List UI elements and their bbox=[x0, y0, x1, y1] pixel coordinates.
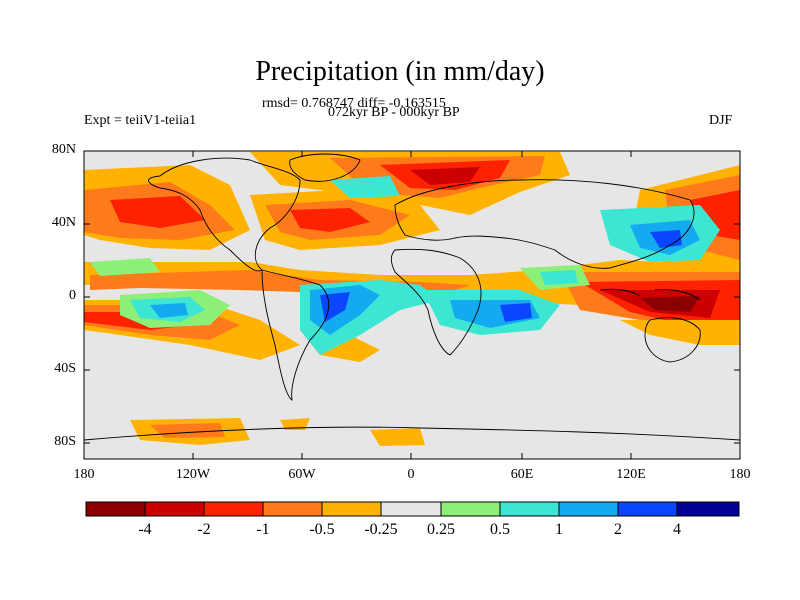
colorbar-box-8 bbox=[499, 501, 560, 517]
colorbar-label: -4 bbox=[138, 521, 152, 538]
colorbar-box-10 bbox=[617, 501, 678, 517]
colorbar-box-1 bbox=[85, 501, 146, 517]
precipitation-anomaly-field bbox=[84, 152, 740, 446]
colorbar-label: 0.25 bbox=[427, 521, 455, 538]
colorbar-box-5 bbox=[321, 501, 382, 517]
colorbar-label: 0.5 bbox=[490, 521, 510, 538]
lat-label: 40N bbox=[51, 215, 76, 230]
colorbar-box-9 bbox=[558, 501, 619, 517]
colorbar-label: 4 bbox=[673, 521, 681, 538]
colorbar-box-4 bbox=[262, 501, 323, 517]
colorbar-box-2 bbox=[144, 501, 205, 517]
stats-subtitle: rmsd= 0.768747 diff= -0.163515 bbox=[262, 96, 446, 111]
colorbar-label: -1 bbox=[256, 521, 270, 538]
colorbar-box-3 bbox=[203, 501, 264, 517]
coastlines bbox=[84, 153, 740, 459]
map-title: Precipitation (in mm/day) bbox=[255, 56, 545, 87]
lon-label: 180 bbox=[729, 467, 751, 482]
lon-label: 60E bbox=[510, 467, 534, 482]
colorbar-label: 2 bbox=[614, 521, 622, 538]
colorbar-box-6 bbox=[380, 501, 442, 517]
season-label: DJF bbox=[709, 113, 733, 128]
lat-label: 80S bbox=[54, 434, 76, 449]
colorbar-box-11 bbox=[676, 501, 740, 517]
lon-label: 180 bbox=[73, 467, 95, 482]
colorbar-label: -0.25 bbox=[364, 521, 398, 538]
colorbar bbox=[85, 501, 740, 517]
lon-label: 120W bbox=[175, 467, 211, 482]
colorbar-label: -2 bbox=[197, 521, 211, 538]
colorbar-label: 1 bbox=[555, 521, 563, 538]
lat-label: 80N bbox=[51, 142, 76, 157]
lat-label: 40S bbox=[54, 361, 76, 376]
experiment-label: Expt = teiiV1-teiia1 bbox=[84, 113, 197, 128]
colorbar-label: -0.5 bbox=[309, 521, 335, 538]
period-subtitle: 072kyr BP - 000kyr BP bbox=[328, 105, 460, 120]
lat-label: 0 bbox=[69, 288, 76, 303]
lon-label: 120E bbox=[616, 467, 646, 482]
colorbar-box-7 bbox=[440, 501, 501, 517]
axis-ticks bbox=[83, 150, 741, 459]
lon-label: 0 bbox=[407, 467, 415, 482]
lon-label: 60W bbox=[288, 467, 316, 482]
map-frame bbox=[83, 150, 741, 460]
